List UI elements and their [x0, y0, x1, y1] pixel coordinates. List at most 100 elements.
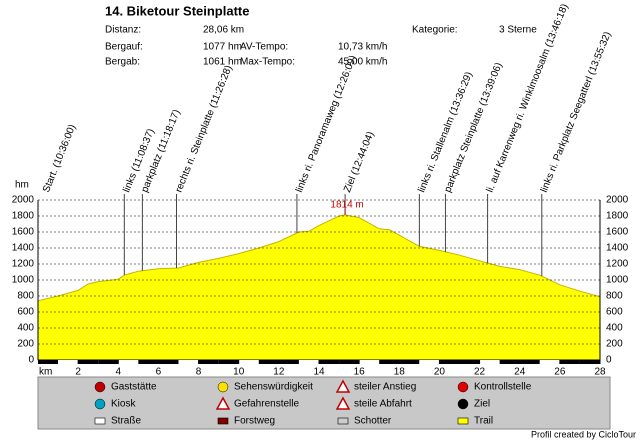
- road-segment: [38, 360, 59, 364]
- legend-icon: [217, 417, 229, 425]
- legend-icon: [94, 417, 106, 425]
- info-value: 1061 hm: [203, 57, 242, 68]
- road-segment: [559, 360, 580, 364]
- y-tick-label-right: 1400: [606, 243, 629, 254]
- y-tick-label-right: 0: [606, 355, 612, 366]
- legend-box: [37, 376, 611, 430]
- elevation-area: [37, 214, 601, 361]
- road-segment: [178, 360, 199, 364]
- legend-label: Ziel: [474, 399, 490, 410]
- x-tick-label: 24: [514, 367, 526, 378]
- road-segment: [479, 360, 500, 364]
- info-value: 3 Sterne: [499, 25, 537, 36]
- x-tick-label: 2: [75, 367, 81, 378]
- legend-label: steile Abfahrt: [354, 399, 412, 410]
- legend-icon: [94, 381, 106, 393]
- info-value: 28,06 km: [203, 25, 244, 36]
- peak-label: 1814 m: [330, 200, 363, 211]
- legend-label: Kontrollstelle: [474, 382, 532, 393]
- info-label: Bergab:: [105, 57, 140, 68]
- x-tick-label: 28: [594, 367, 606, 378]
- road-segment: [298, 360, 319, 364]
- legend-label: Straße: [111, 416, 141, 427]
- x-tick-label: 18: [394, 367, 406, 378]
- legend-icon: [457, 398, 469, 410]
- waypoint-label: Ziel (12:44:04): [342, 130, 376, 194]
- road-segment: [98, 360, 119, 364]
- y-tick-label-right: 800: [606, 291, 623, 302]
- waypoint-label: Start. (10:36:00): [41, 123, 78, 194]
- road-segment: [158, 360, 179, 364]
- y-tick-label-right: 400: [606, 323, 623, 334]
- legend-label: Kiosk: [111, 399, 136, 410]
- legend-icon: [337, 417, 349, 425]
- road-segment: [439, 360, 460, 364]
- y-tick-label-right: 1800: [606, 211, 629, 222]
- road-segment: [218, 360, 239, 364]
- legend-icon: [335, 396, 351, 410]
- info-label: Kategorie:: [412, 25, 458, 36]
- info-value: 45,00 km/h: [338, 57, 387, 68]
- road-segment: [78, 360, 99, 364]
- x-tick-label: 22: [474, 367, 486, 378]
- info-value: 1077 hm: [203, 42, 242, 53]
- y-tick-label: 1800: [12, 211, 35, 222]
- road-segment: [58, 360, 79, 364]
- x-tick-label: 8: [196, 367, 202, 378]
- legend-label: Gefahrenstelle: [234, 399, 299, 410]
- legend-icon: [457, 417, 469, 425]
- legend-label: Schotter: [354, 416, 392, 427]
- y-tick-label: 2000: [12, 195, 35, 206]
- legend-label: Forstweg: [234, 416, 275, 427]
- x-tick-label: 4: [116, 367, 122, 378]
- y-tick-label-right: 600: [606, 307, 623, 318]
- waypoint-label: rechts ri. Steinplatte (11:26:28): [174, 64, 235, 194]
- y-tick-label: 0: [28, 355, 34, 366]
- y-tick-label: 1000: [12, 275, 35, 286]
- y-tick-label: 1400: [12, 243, 35, 254]
- legend-icon: [217, 381, 229, 393]
- road-segment: [319, 360, 340, 364]
- road-segment: [238, 360, 259, 364]
- road-segment: [359, 360, 380, 364]
- y-tick-label: 400: [17, 323, 34, 334]
- x-tick-label: 14: [313, 367, 325, 378]
- x-tick-label: 6: [156, 367, 162, 378]
- road-segment: [339, 360, 360, 364]
- x-tick-label: 16: [354, 367, 366, 378]
- credit: Profil created by CicloTour: [531, 429, 636, 439]
- info-label: AV-Tempo:: [240, 42, 288, 53]
- road-segment: [519, 360, 540, 364]
- road-segment: [419, 360, 440, 364]
- y-tick-label-right: 1000: [606, 275, 629, 286]
- legend-icon: [94, 398, 106, 410]
- legend-label: Trail: [474, 416, 493, 427]
- y-tick-label: 200: [17, 339, 34, 350]
- road-segment: [379, 360, 400, 364]
- y-tick-label: 600: [17, 307, 34, 318]
- road-segment: [258, 360, 279, 364]
- road-segment: [198, 360, 219, 364]
- legend-label: steiler Anstieg: [354, 382, 416, 393]
- info-label: Bergauf:: [105, 42, 143, 53]
- x-axis-label: km: [39, 367, 52, 378]
- y-tick-label-right: 1200: [606, 259, 629, 270]
- info-label: Distanz:: [105, 25, 141, 36]
- road-segment: [539, 360, 560, 364]
- x-tick-label: 10: [233, 367, 245, 378]
- legend-label: Sehenswürdigkeit: [234, 382, 313, 393]
- chart-title: 14. Biketour Steinplatte: [105, 3, 249, 18]
- road-segment: [118, 360, 139, 364]
- y-tick-label-right: 1600: [606, 227, 629, 238]
- x-tick-label: 12: [273, 367, 285, 378]
- y-tick-label: 800: [17, 291, 34, 302]
- road-segment: [459, 360, 480, 364]
- legend-icon: [335, 379, 351, 393]
- road-segment: [499, 360, 520, 364]
- road-segment: [579, 360, 600, 364]
- y-tick-label: 1600: [12, 227, 35, 238]
- y-axis-label: hm: [15, 180, 29, 191]
- legend-icon: [457, 381, 469, 393]
- info-label: Max-Tempo:: [240, 57, 295, 68]
